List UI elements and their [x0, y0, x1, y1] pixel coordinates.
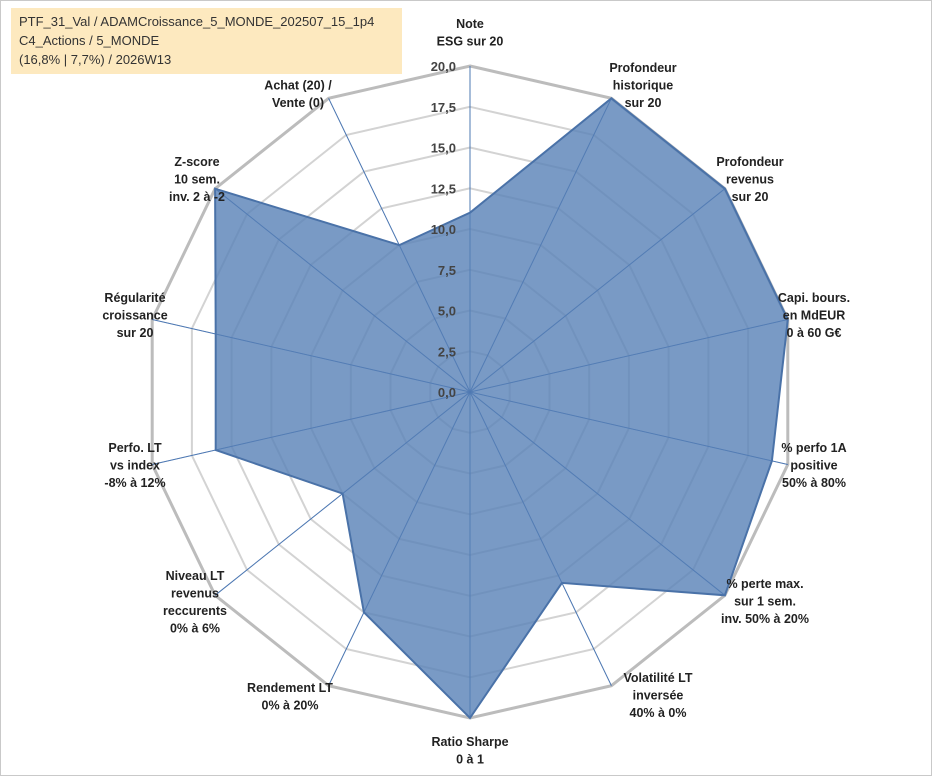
- spoke-overlay-12: [214, 188, 471, 393]
- axis-label-4-line-0: % perfo 1A: [781, 441, 846, 455]
- axis-label-7-line-1: 0 à 1: [456, 753, 484, 767]
- spoke-overlay-6: [469, 391, 612, 686]
- radar-tick-labels: 0,0 2,5 5,0 7,5 10,0 12,5 15,0 17,5 20,0: [431, 59, 456, 400]
- axis-label-12-line-1: 10 sem.: [174, 173, 220, 187]
- axis-label-0-line-0: Note: [456, 17, 484, 31]
- axis-label-2-line-0: Profondeur: [716, 155, 783, 169]
- spoke-overlay-1: [469, 98, 612, 393]
- radar-series: [152, 66, 789, 720]
- axis-label-8-line-0: Rendement LT: [247, 681, 333, 695]
- spoke-overlay-3: [469, 319, 788, 393]
- axis-label-3-line-0: Capi. bours.: [778, 291, 850, 305]
- tick-label: 15,0: [431, 141, 456, 156]
- axis-label-6-line-1: inversée: [633, 689, 684, 703]
- tick-label: 10,0: [431, 222, 456, 237]
- header-line-category: C4_Actions / 5_MONDE: [19, 33, 160, 48]
- axis-label-13-line-2: Vente (0): [272, 96, 324, 110]
- tick-label: 5,0: [438, 304, 456, 319]
- axis-label-3-line-2: 0 à 60 G€: [787, 326, 842, 340]
- axis-label-1-line-1: historique: [613, 79, 673, 93]
- axis-label-10-line-2: -8% à 12%: [104, 476, 165, 490]
- spoke-overlay-4: [469, 391, 788, 465]
- axis-label-5-line-0: % perte max.: [726, 577, 803, 591]
- tick-label: 0,0: [438, 385, 456, 400]
- spoke-overlay-2: [469, 188, 726, 393]
- tick-label: 7,5: [438, 263, 456, 278]
- tick-label: 12,5: [431, 181, 456, 196]
- axis-label-0-line-1: ESG sur 20: [437, 35, 504, 49]
- axis-label-11-line-2: sur 20: [117, 326, 154, 340]
- header-line-stats: (16,8% | 7,7%) / 2026W13: [19, 52, 172, 67]
- header-line-portfolio: PTF_31_Val / ADAMCroissance_5_MONDE_2025…: [19, 14, 375, 29]
- radar-axis-labels: Note ESG sur 20 Profondeur historique sur 20…: [102, 17, 850, 767]
- spoke-overlay-11: [152, 319, 471, 393]
- tick-label: 17,5: [431, 100, 456, 115]
- axis-label-13-line-1: Achat (20) /: [264, 79, 332, 93]
- spoke-overlay-8: [328, 391, 471, 686]
- axis-label-1-line-2: sur 20: [625, 96, 662, 110]
- axis-label-9-line-3: 0% à 6%: [170, 622, 220, 636]
- tick-label: 2,5: [438, 344, 456, 359]
- axis-label-2-line-1: revenus: [726, 173, 774, 187]
- spoke-overlay-5: [469, 391, 726, 596]
- spoke-overlay-10: [152, 391, 471, 465]
- tick-label: 20,0: [431, 59, 456, 74]
- axis-label-5-line-2: inv. 50% à 20%: [721, 612, 809, 626]
- chart-header: PTF_31_Val / ADAMCroissance_5_MONDE_2025…: [11, 8, 402, 74]
- axis-label-5-line-1: sur 1 sem.: [734, 595, 796, 609]
- axis-label-4-line-2: 50% à 80%: [782, 476, 846, 490]
- axis-label-12-line-0: Z-score: [174, 155, 219, 169]
- series-polygon: [214, 97, 789, 720]
- axis-label-9-line-1: revenus: [171, 587, 219, 601]
- axis-label-8-line-1: 0% à 20%: [262, 699, 319, 713]
- axis-label-12-line-2: inv. 2 à -2: [169, 190, 225, 204]
- axis-label-2-line-2: sur 20: [732, 190, 769, 204]
- axis-label-10-line-1: vs index: [110, 459, 160, 473]
- axis-label-6-line-2: 40% à 0%: [630, 706, 687, 720]
- axis-label-11-line-1: croissance: [102, 309, 167, 323]
- axis-label-9-line-2: reccurents: [163, 604, 227, 618]
- axis-label-9-line-0: Niveau LT: [166, 569, 225, 583]
- axis-label-1-line-0: Profondeur: [609, 61, 676, 75]
- axis-label-7-line-0: Ratio Sharpe: [431, 735, 508, 749]
- spoke-overlay-13: [328, 98, 471, 393]
- axis-label-11-line-0: Régularité: [104, 291, 165, 305]
- spoke-overlay-9: [214, 391, 471, 596]
- axis-label-10-line-0: Perfo. LT: [108, 441, 162, 455]
- axis-label-3-line-1: en MdEUR: [783, 309, 846, 323]
- axis-label-6-line-0: Volatilité LT: [624, 671, 693, 685]
- axis-label-4-line-1: positive: [790, 459, 837, 473]
